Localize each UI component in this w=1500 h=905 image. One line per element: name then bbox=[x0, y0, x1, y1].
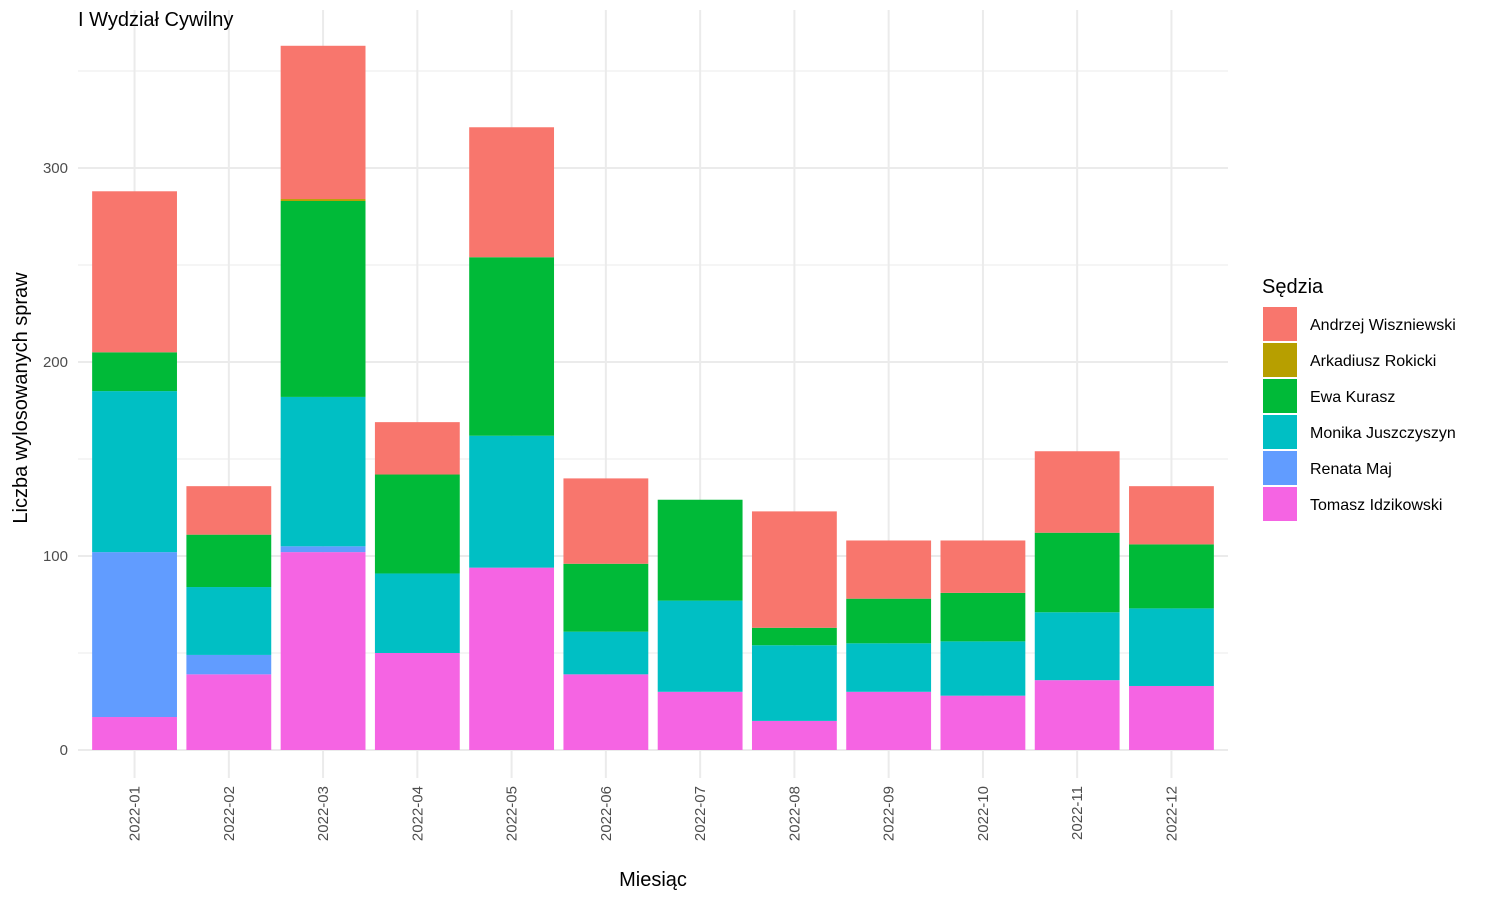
bar-2022-06-tomasz-idzikowski bbox=[563, 674, 649, 750]
x-tick-label-2022-01: 2022-01 bbox=[127, 786, 144, 841]
y-tick-label-100: 100 bbox=[43, 548, 68, 565]
legend: Sędzia Andrzej Wiszniewski Arkadiusz Roki… bbox=[1262, 276, 1456, 521]
x-tick-label-2022-12: 2022-12 bbox=[1163, 786, 1180, 841]
bar-2022-06-ewa-kurasz bbox=[563, 563, 649, 632]
legend-key-renata-maj bbox=[1263, 451, 1297, 485]
legend-key-ewa-kurasz bbox=[1263, 379, 1297, 413]
x-tick-label-2022-05: 2022-05 bbox=[504, 786, 521, 841]
x-axis-title: Miesiąc bbox=[619, 869, 687, 891]
legend-key-andrzej-wiszniewski bbox=[1263, 307, 1297, 341]
bar-2022-10-ewa-kurasz bbox=[940, 592, 1026, 642]
bar-2022-04-ewa-kurasz bbox=[374, 474, 460, 574]
bar-2022-02-andrzej-wiszniewski bbox=[186, 486, 272, 535]
chart-title: I Wydział Cywilny bbox=[78, 9, 233, 31]
bar-2022-11-ewa-kurasz bbox=[1034, 532, 1120, 613]
bar-2022-05-tomasz-idzikowski bbox=[469, 567, 555, 750]
bar-2022-05-ewa-kurasz bbox=[469, 257, 555, 436]
x-tick-label-2022-06: 2022-06 bbox=[598, 786, 615, 841]
bar-2022-10-tomasz-idzikowski bbox=[940, 695, 1026, 750]
bar-2022-09-tomasz-idzikowski bbox=[846, 691, 932, 750]
legend-label-renata-maj: Renata Maj bbox=[1310, 461, 1392, 478]
legend-label-ewa-kurasz: Ewa Kurasz bbox=[1310, 389, 1395, 406]
bar-2022-03-ewa-kurasz bbox=[280, 200, 366, 397]
bar-2022-10-monika-juszczyszyn bbox=[940, 641, 1026, 696]
bar-2022-04-monika-juszczyszyn bbox=[374, 573, 460, 653]
bar-2022-10-andrzej-wiszniewski bbox=[940, 540, 1026, 593]
y-tick-label-300: 300 bbox=[43, 160, 68, 177]
y-tick-label-0: 0 bbox=[60, 742, 68, 759]
bar-2022-01-tomasz-idzikowski bbox=[92, 717, 177, 750]
bar-2022-09-ewa-kurasz bbox=[846, 598, 932, 644]
bar-2022-11-andrzej-wiszniewski bbox=[1034, 451, 1120, 533]
bar-2022-07-monika-juszczyszyn bbox=[657, 600, 743, 692]
bar-2022-05-monika-juszczyszyn bbox=[469, 435, 555, 568]
bar-2022-09-monika-juszczyszyn bbox=[846, 643, 932, 692]
bar-2022-11-tomasz-idzikowski bbox=[1034, 680, 1120, 750]
bar-2022-07-ewa-kurasz bbox=[657, 499, 743, 601]
bars-layer bbox=[92, 45, 1214, 750]
x-tick-label-2022-10: 2022-10 bbox=[975, 786, 992, 841]
bar-2022-06-monika-juszczyszyn bbox=[563, 631, 649, 675]
legend-label-tomasz-idzikowski: Tomasz Idzikowski bbox=[1310, 497, 1442, 514]
bar-2022-06-andrzej-wiszniewski bbox=[563, 478, 649, 564]
bar-2022-09-andrzej-wiszniewski bbox=[846, 540, 932, 599]
bar-2022-12-monika-juszczyszyn bbox=[1129, 608, 1214, 686]
bar-2022-02-renata-maj bbox=[186, 654, 272, 675]
bar-2022-03-arkadiusz-rokicki bbox=[280, 199, 366, 201]
bar-2022-01-monika-juszczyszyn bbox=[92, 391, 177, 553]
bar-2022-02-monika-juszczyszyn bbox=[186, 587, 272, 655]
bar-2022-02-ewa-kurasz bbox=[186, 534, 272, 588]
legend-key-arkadiusz-rokicki bbox=[1263, 343, 1297, 377]
x-tick-label-2022-07: 2022-07 bbox=[692, 786, 709, 841]
bar-2022-08-ewa-kurasz bbox=[751, 627, 837, 646]
bar-2022-03-andrzej-wiszniewski bbox=[280, 45, 366, 200]
legend-key-tomasz-idzikowski bbox=[1263, 487, 1297, 521]
x-tick-label-2022-02: 2022-02 bbox=[221, 786, 238, 841]
x-tick-label-2022-04: 2022-04 bbox=[409, 786, 426, 841]
legend-label-monika-juszczyszyn: Monika Juszczyszyn bbox=[1310, 425, 1456, 442]
bar-2022-04-tomasz-idzikowski bbox=[374, 653, 460, 750]
bar-2022-11-monika-juszczyszyn bbox=[1034, 612, 1120, 681]
bar-2022-01-andrzej-wiszniewski bbox=[92, 191, 177, 353]
bar-2022-01-ewa-kurasz bbox=[92, 352, 177, 392]
legend-label-andrzej-wiszniewski: Andrzej Wiszniewski bbox=[1310, 317, 1456, 334]
x-tick-label-2022-08: 2022-08 bbox=[786, 786, 803, 841]
y-tick-label-200: 200 bbox=[43, 354, 68, 371]
legend-title: Sędzia bbox=[1262, 276, 1324, 298]
bar-2022-08-andrzej-wiszniewski bbox=[751, 511, 837, 628]
x-tick-label-2022-11: 2022-11 bbox=[1069, 786, 1086, 840]
legend-key-monika-juszczyszyn bbox=[1263, 415, 1297, 449]
bar-2022-02-tomasz-idzikowski bbox=[186, 674, 272, 750]
x-tick-label-2022-03: 2022-03 bbox=[315, 786, 332, 841]
bar-2022-12-andrzej-wiszniewski bbox=[1129, 486, 1214, 545]
bar-2022-03-renata-maj bbox=[280, 546, 366, 553]
bar-2022-03-tomasz-idzikowski bbox=[280, 552, 366, 750]
bar-2022-12-tomasz-idzikowski bbox=[1129, 685, 1214, 750]
axis-layer: 0 100 200 300 2022-01 2022-02 2022-03 2022-04 20… bbox=[43, 160, 1180, 841]
bar-2022-12-ewa-kurasz bbox=[1129, 544, 1214, 609]
bar-2022-03-monika-juszczyszyn bbox=[280, 396, 366, 547]
bar-2022-01-renata-maj bbox=[92, 552, 177, 718]
x-tick-label-2022-09: 2022-09 bbox=[881, 786, 898, 841]
bar-2022-08-monika-juszczyszyn bbox=[751, 645, 837, 721]
y-axis-title: Liczba wylosowanych spraw bbox=[10, 272, 32, 524]
bar-2022-08-tomasz-idzikowski bbox=[751, 720, 837, 750]
legend-label-arkadiusz-rokicki: Arkadiusz Rokicki bbox=[1310, 353, 1436, 370]
bar-2022-04-andrzej-wiszniewski bbox=[374, 422, 460, 475]
bar-2022-07-tomasz-idzikowski bbox=[657, 691, 743, 750]
bar-2022-05-andrzej-wiszniewski bbox=[469, 127, 555, 258]
